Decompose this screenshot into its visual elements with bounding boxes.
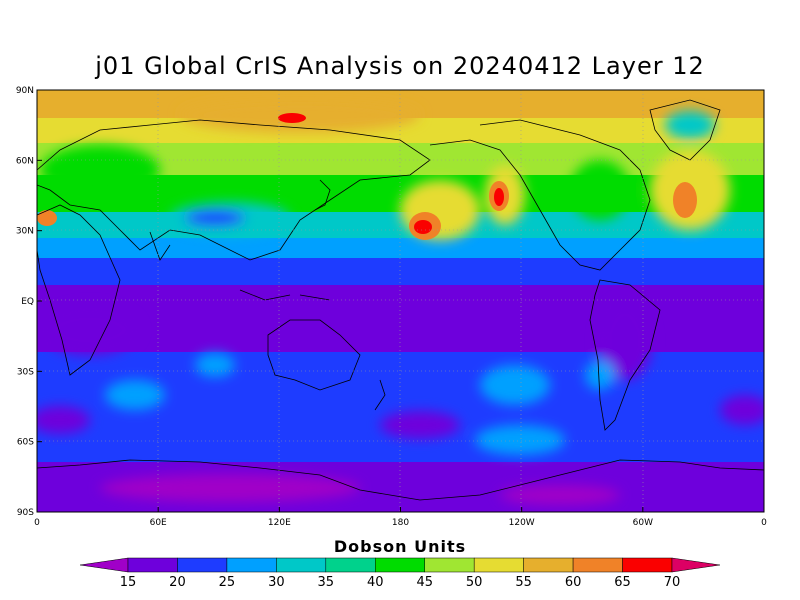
blob-tibet-blue: [185, 210, 245, 226]
coast-north-america: [429, 119, 651, 271]
lat-tick-label: 30S: [17, 367, 34, 377]
coast-japan: [314, 179, 331, 211]
lon-tick-label: 120W: [509, 518, 535, 528]
lon-axis: 0 60E 120E 180 120W 60W 0: [34, 507, 767, 528]
blob-sa-purple: [597, 300, 653, 380]
hotspot-siberia-red: [278, 113, 306, 123]
blob-south-cyan-1: [105, 380, 165, 410]
lon-tick-label: 0: [761, 518, 767, 528]
hotspot-gulf-alaska-red: [494, 188, 504, 206]
band-cyan: [37, 238, 764, 260]
lat-tick-label: 60S: [17, 438, 34, 448]
blob-antarctic-magenta: [100, 474, 360, 502]
coast-australia: [267, 319, 361, 391]
lon-tick-label: 60W: [633, 518, 653, 528]
coast-south-america: [589, 279, 661, 431]
lat-tick-label: EQ: [21, 297, 34, 307]
blob-south-purple-3: [720, 395, 764, 425]
coast-antarctica: [37, 459, 764, 501]
lat-axis: 90N 60N 30N EQ 30S 60S 90S: [16, 86, 42, 518]
hotspot-med-orange: [37, 210, 57, 226]
lat-tick-label: 90N: [16, 86, 34, 96]
lat-tick-label: 90S: [17, 508, 34, 518]
lon-tick-label: 60E: [150, 518, 167, 528]
map-title: j01 Global CrIS Analysis on 20240412 Lay…: [95, 52, 705, 80]
blob-south-purple-2: [380, 411, 460, 439]
band-equatorial-purple: [37, 285, 764, 355]
blob-greenland-teal: [665, 111, 715, 139]
blob-indian-purple: [40, 305, 140, 355]
lat-tick-label: 30N: [16, 227, 34, 237]
hotspot-atlantic-orange: [673, 182, 697, 218]
coast-africa: [37, 204, 121, 376]
lon-tick-label: 180: [392, 518, 409, 528]
band-tropics-blue: [37, 258, 764, 288]
blob-south-cyan-3: [480, 365, 550, 405]
lon-tick-label: 120E: [268, 518, 291, 528]
blob-antarctic-magenta-2: [500, 485, 620, 505]
blob-south-purple-1: [37, 406, 90, 434]
blob-south-cyan-4: [475, 425, 565, 455]
blob-south-cyan-5: [585, 360, 615, 390]
colorbar-title: Dobson Units: [333, 537, 467, 556]
lon-tick-label: 0: [34, 518, 40, 528]
coast-india: [149, 231, 171, 261]
band-teal: [37, 212, 764, 242]
blob-south-cyan-2: [195, 353, 235, 377]
coastlines: [37, 99, 764, 501]
lat-tick-label: 60N: [16, 156, 34, 166]
blob-na-green: [570, 160, 630, 220]
ozone-field: [37, 90, 764, 512]
blob-europe-green: [40, 145, 160, 195]
coast-newzealand: [374, 379, 386, 411]
hotspot-pacific-red: [414, 220, 432, 234]
coast-greenland: [649, 99, 721, 161]
